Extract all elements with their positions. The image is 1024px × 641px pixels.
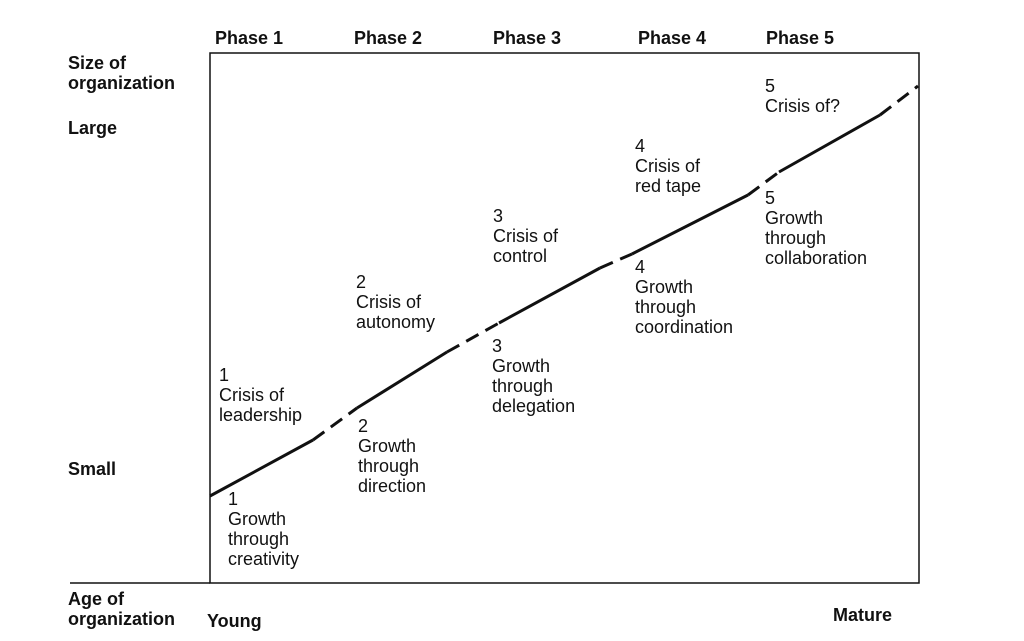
growth-segment-5 <box>778 113 881 174</box>
crisis-transition-1 <box>312 406 358 442</box>
crisis-transition-4 <box>747 170 780 197</box>
y-axis-large-label: Large <box>68 118 118 138</box>
growth-segment-2 <box>356 350 448 410</box>
crisis-label-4: 4 Crisis of red tape <box>635 136 702 196</box>
crisis-label-2: 2 Crisis of autonomy <box>356 272 436 332</box>
growth-segment-3 <box>498 266 601 325</box>
x-axis-title: Age of organization <box>68 589 175 629</box>
crisis-label-5: 5 Crisis of? <box>765 76 841 116</box>
growth-segment-1 <box>209 438 314 498</box>
growth-segment-4 <box>631 193 749 256</box>
growth-label-5: 5 Growth through collaboration <box>765 188 868 268</box>
crisis-transition-5 <box>879 84 919 117</box>
crisis-label-1: 1 Crisis of leadership <box>219 365 303 425</box>
phase-5-header: Phase 5 <box>766 28 835 48</box>
crisis-transition-3 <box>599 252 633 270</box>
growth-label-1: 1 Growth through creativity <box>228 489 300 569</box>
phase-2-header: Phase 2 <box>354 28 423 48</box>
phase-3-header: Phase 3 <box>493 28 562 48</box>
growth-label-2: 2 Growth through direction <box>358 416 427 496</box>
phase-1-header: Phase 1 <box>215 28 284 48</box>
plot-frame <box>209 52 920 584</box>
growth-label-4: 4 Growth through coordination <box>635 257 734 337</box>
y-axis-title: Size of organization <box>68 53 175 93</box>
crisis-transition-2 <box>446 321 500 354</box>
y-axis-small-label: Small <box>68 459 117 479</box>
phase-4-header: Phase 4 <box>638 28 707 48</box>
x-axis-mature-label: Mature <box>833 605 893 625</box>
x-axis-young-label: Young <box>207 611 262 631</box>
crisis-label-3: 3 Crisis of control <box>493 206 559 266</box>
growth-label-3: 3 Growth through delegation <box>492 336 576 416</box>
